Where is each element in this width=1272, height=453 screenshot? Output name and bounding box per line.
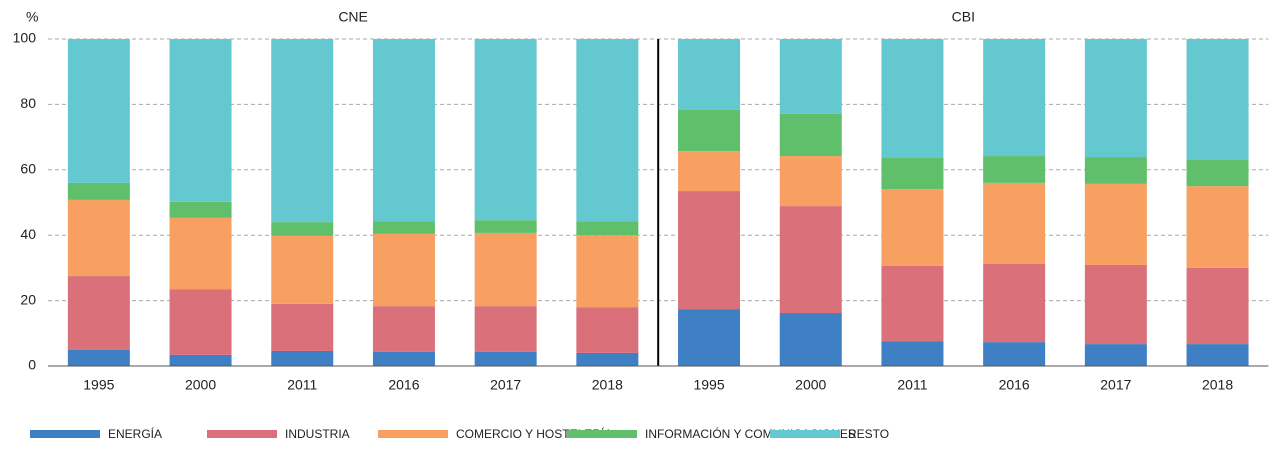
x-tick-label: 2018 bbox=[1202, 377, 1233, 393]
bar-segment bbox=[474, 39, 537, 221]
bar-segment bbox=[983, 39, 1046, 157]
x-tick-label: 2017 bbox=[490, 377, 521, 393]
bar-segment bbox=[271, 235, 334, 304]
bar-segment bbox=[474, 351, 537, 366]
bar-segment bbox=[169, 39, 232, 202]
x-tick-label: 2018 bbox=[592, 377, 623, 393]
legend-swatch bbox=[770, 430, 840, 438]
bar-segment bbox=[678, 109, 741, 152]
legend-label: ENERGÍA bbox=[108, 426, 162, 441]
legend-swatch bbox=[30, 430, 100, 438]
bar-segment bbox=[576, 352, 639, 366]
bar-segment bbox=[576, 235, 639, 308]
bar-segment bbox=[1186, 344, 1249, 366]
bar-segment bbox=[474, 306, 537, 352]
legend-label: RESTO bbox=[848, 427, 889, 441]
x-tick-label: 1995 bbox=[83, 377, 114, 393]
bar-segment bbox=[983, 182, 1046, 264]
y-tick-label: 40 bbox=[20, 226, 36, 242]
bar-segment bbox=[1186, 186, 1249, 268]
bar-segment bbox=[881, 341, 944, 366]
y-tick-label: 20 bbox=[20, 291, 36, 307]
bar-segment bbox=[372, 39, 435, 222]
bar-segment bbox=[169, 201, 232, 218]
bar-segment bbox=[576, 39, 639, 222]
bar-segment bbox=[169, 354, 232, 366]
x-tick-label: 2000 bbox=[185, 377, 216, 393]
bar-segment bbox=[1186, 39, 1249, 160]
bar-segment bbox=[881, 158, 944, 190]
bar-segment bbox=[1084, 264, 1147, 345]
bar-segment bbox=[983, 263, 1046, 343]
x-tick-label: 2017 bbox=[1100, 377, 1131, 393]
bar-segment bbox=[1084, 183, 1147, 265]
bar-segment bbox=[474, 232, 537, 307]
bar-segment bbox=[372, 233, 435, 307]
x-tick-label: 2016 bbox=[388, 377, 419, 393]
bar-segment bbox=[67, 199, 130, 277]
bar-segment bbox=[1084, 344, 1147, 366]
bar-segment bbox=[372, 221, 435, 234]
bar-segment bbox=[271, 303, 334, 351]
x-tick-label: 2011 bbox=[287, 377, 317, 393]
bar-segment bbox=[271, 222, 334, 236]
bar-segment bbox=[169, 289, 232, 355]
bar-segment bbox=[881, 39, 944, 159]
bar-segment bbox=[474, 220, 537, 233]
bar-segment bbox=[372, 306, 435, 352]
x-tick-label: 1995 bbox=[693, 377, 724, 393]
legend-swatch bbox=[207, 430, 277, 438]
y-tick-label: 60 bbox=[20, 161, 36, 177]
bar-segment bbox=[678, 191, 741, 310]
legend-swatch bbox=[567, 430, 637, 438]
bar-segment bbox=[67, 39, 130, 183]
bar-segment bbox=[169, 217, 232, 290]
bar-segment bbox=[67, 349, 130, 366]
bar-segment bbox=[1084, 157, 1147, 184]
bar-segment bbox=[779, 206, 842, 314]
bar-segment bbox=[779, 39, 842, 114]
bar-segment bbox=[779, 113, 842, 157]
y-tick-label: 100 bbox=[13, 30, 37, 46]
bar-segment bbox=[678, 309, 741, 366]
y-axis-label: % bbox=[26, 9, 38, 25]
bar-segment bbox=[678, 39, 741, 110]
bar-segment bbox=[779, 313, 842, 366]
bar-segment bbox=[576, 221, 639, 236]
group-label: CBI bbox=[952, 9, 975, 25]
bar-segment bbox=[983, 342, 1046, 366]
bar-segment bbox=[881, 265, 944, 342]
legend-label: INDUSTRIA bbox=[285, 427, 350, 441]
x-tick-label: 2011 bbox=[897, 377, 927, 393]
legend-swatch bbox=[378, 430, 448, 438]
bar-segment bbox=[1084, 39, 1147, 158]
x-tick-label: 2016 bbox=[999, 377, 1030, 393]
bar-segment bbox=[1186, 159, 1249, 187]
y-tick-label: 80 bbox=[20, 95, 36, 111]
x-tick-label: 2000 bbox=[795, 377, 826, 393]
bar-segment bbox=[271, 350, 334, 366]
bar-segment bbox=[271, 39, 334, 223]
bar-segment bbox=[67, 182, 130, 200]
bar-segment bbox=[372, 351, 435, 366]
group-label: CNE bbox=[338, 9, 368, 25]
bar-segment bbox=[678, 151, 741, 192]
y-tick-label: 0 bbox=[28, 357, 36, 373]
bar-segment bbox=[67, 276, 130, 350]
bar-segment bbox=[779, 156, 842, 207]
bar-segment bbox=[983, 156, 1046, 183]
bar-segment bbox=[881, 189, 944, 266]
bar-segment bbox=[576, 307, 639, 353]
bar-segment bbox=[1186, 267, 1249, 345]
